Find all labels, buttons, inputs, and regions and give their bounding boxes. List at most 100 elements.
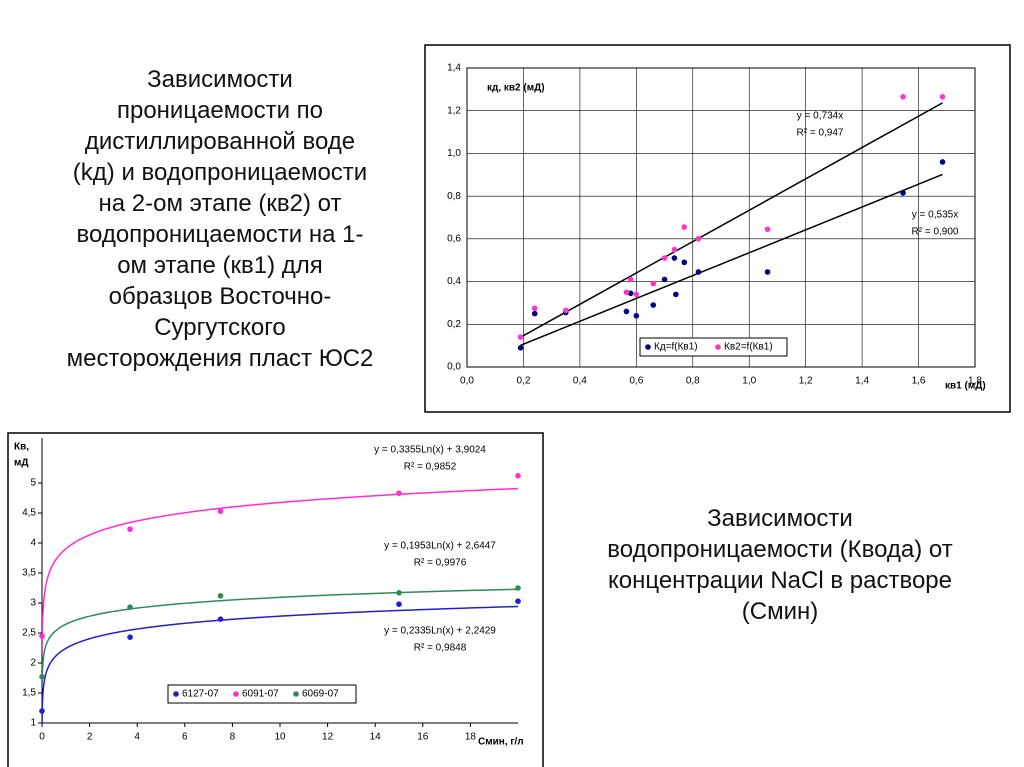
data-point (939, 159, 946, 165)
data-point (633, 312, 640, 319)
data-point (695, 236, 702, 242)
caption-line: Зависимости (707, 505, 853, 532)
x-tick-label: 1,8 (968, 376, 982, 387)
data-point (562, 307, 569, 314)
data-point (517, 344, 524, 351)
data-point (681, 224, 688, 230)
caption-right: Зависимости водопроницаемости (Квода) от к… (570, 503, 990, 627)
y-tick-label: 5 (30, 478, 36, 489)
caption-line: на 2-ом этапе (кв2) от (98, 190, 342, 217)
data-point (531, 310, 538, 317)
x-tick-label: 0 (39, 732, 45, 743)
trendline (520, 173, 943, 346)
legend-marker (173, 691, 179, 697)
y-tick-label: 3,5 (22, 568, 36, 579)
trendline-group (520, 102, 943, 338)
data-point (127, 604, 133, 610)
data-point (39, 674, 45, 680)
x-tick-label: 14 (370, 732, 382, 743)
data-point (515, 585, 521, 591)
caption-line: дистиллированной воде (84, 128, 356, 155)
legend-marker (233, 691, 239, 697)
x-axis-label: кв1 (мД) (945, 381, 986, 392)
y-tick-label: 4 (30, 538, 36, 549)
data-point (671, 255, 678, 261)
y-tick-label: 1,2 (447, 105, 461, 116)
data-point (650, 280, 657, 287)
legend-marker (645, 344, 651, 350)
data-point (517, 334, 524, 340)
legend-label: 6091-07 (242, 689, 279, 700)
y-tick-label: 1 (30, 718, 36, 729)
data-point (127, 634, 133, 640)
data-point (900, 190, 906, 196)
caption-line: (kд) и водопроницаемости (72, 159, 368, 186)
data-point (661, 255, 668, 261)
data-point (764, 226, 771, 233)
data-point (396, 590, 402, 596)
data-point (515, 473, 521, 479)
y-tick-label: 0,8 (447, 191, 461, 202)
data-point (623, 308, 630, 315)
caption-line: Сургутского (154, 314, 286, 341)
y-tick-label: 0,0 (447, 362, 461, 373)
data-point (39, 633, 45, 639)
data-point (900, 94, 906, 100)
caption-line: ом этапе (кв1) для (117, 252, 323, 279)
y-tick-label: 1,0 (447, 148, 461, 159)
x-tick-label: 16 (417, 732, 429, 743)
x-tick-label: 1,6 (912, 376, 926, 387)
trendline-equation: y = 0,3355Ln(x) + 3,9024 (374, 445, 486, 456)
data-point (661, 276, 668, 283)
trendline-equation: y = 0,1953Ln(x) + 2,6447 (384, 541, 496, 552)
data-point (623, 289, 630, 296)
data-point (939, 94, 946, 100)
trendline-group (42, 487, 518, 656)
caption-line: месторождения пласт ЮС2 (66, 345, 374, 372)
trendline (42, 605, 518, 723)
x-axis-label: Смин, г/л (478, 737, 524, 748)
chart-frame (7, 432, 544, 767)
data-point (627, 290, 634, 297)
data-point (217, 508, 224, 514)
legend-marker (293, 691, 299, 697)
plot-area (466, 67, 976, 368)
y-axis-label: Кв, (14, 442, 29, 453)
y-tick-label: 4,5 (22, 508, 36, 519)
data-point (695, 269, 702, 275)
x-tick-label: 6 (182, 732, 188, 743)
caption-line: Зависимости (147, 66, 293, 93)
trendline-group (42, 588, 518, 687)
x-tick-label: 2 (87, 732, 93, 743)
trendline-equation: y = 0,2335Ln(x) + 2,2429 (384, 626, 496, 637)
y-tick-label: 3 (30, 598, 36, 609)
x-tick-label: 12 (322, 732, 334, 743)
legend-label: 6069-07 (302, 689, 339, 700)
trendline-r2: R² = 0,900 (912, 227, 959, 238)
caption-line: водопроницаемости (Квода) от (607, 536, 953, 563)
y-tick-label: 2 (30, 658, 36, 669)
data-point (633, 291, 640, 298)
x-tick-label: 18 (465, 732, 477, 743)
legend-marker (715, 344, 721, 350)
data-point (627, 276, 634, 283)
legend-label: Кд=f(Кв1) (654, 342, 698, 353)
data-point (531, 305, 538, 312)
x-tick-label: 4 (134, 732, 140, 743)
legend-label: Кв2=f(Кв1) (724, 342, 773, 353)
x-tick-label: 1,2 (799, 376, 813, 387)
data-point (650, 302, 657, 308)
legend-box (167, 684, 357, 704)
trendline (520, 102, 943, 338)
caption-line: образцов Восточно- (108, 283, 332, 310)
data-point (396, 601, 402, 607)
data-point (217, 616, 224, 622)
trendline-r2: R² = 0,9848 (414, 643, 467, 654)
trendline-equation: y = 0,535x (912, 210, 958, 221)
legend-box (639, 337, 788, 357)
data-point (127, 526, 133, 532)
x-tick-label: 1,0 (742, 376, 756, 387)
x-tick-label: 8 (230, 732, 236, 743)
data-point (764, 269, 771, 275)
